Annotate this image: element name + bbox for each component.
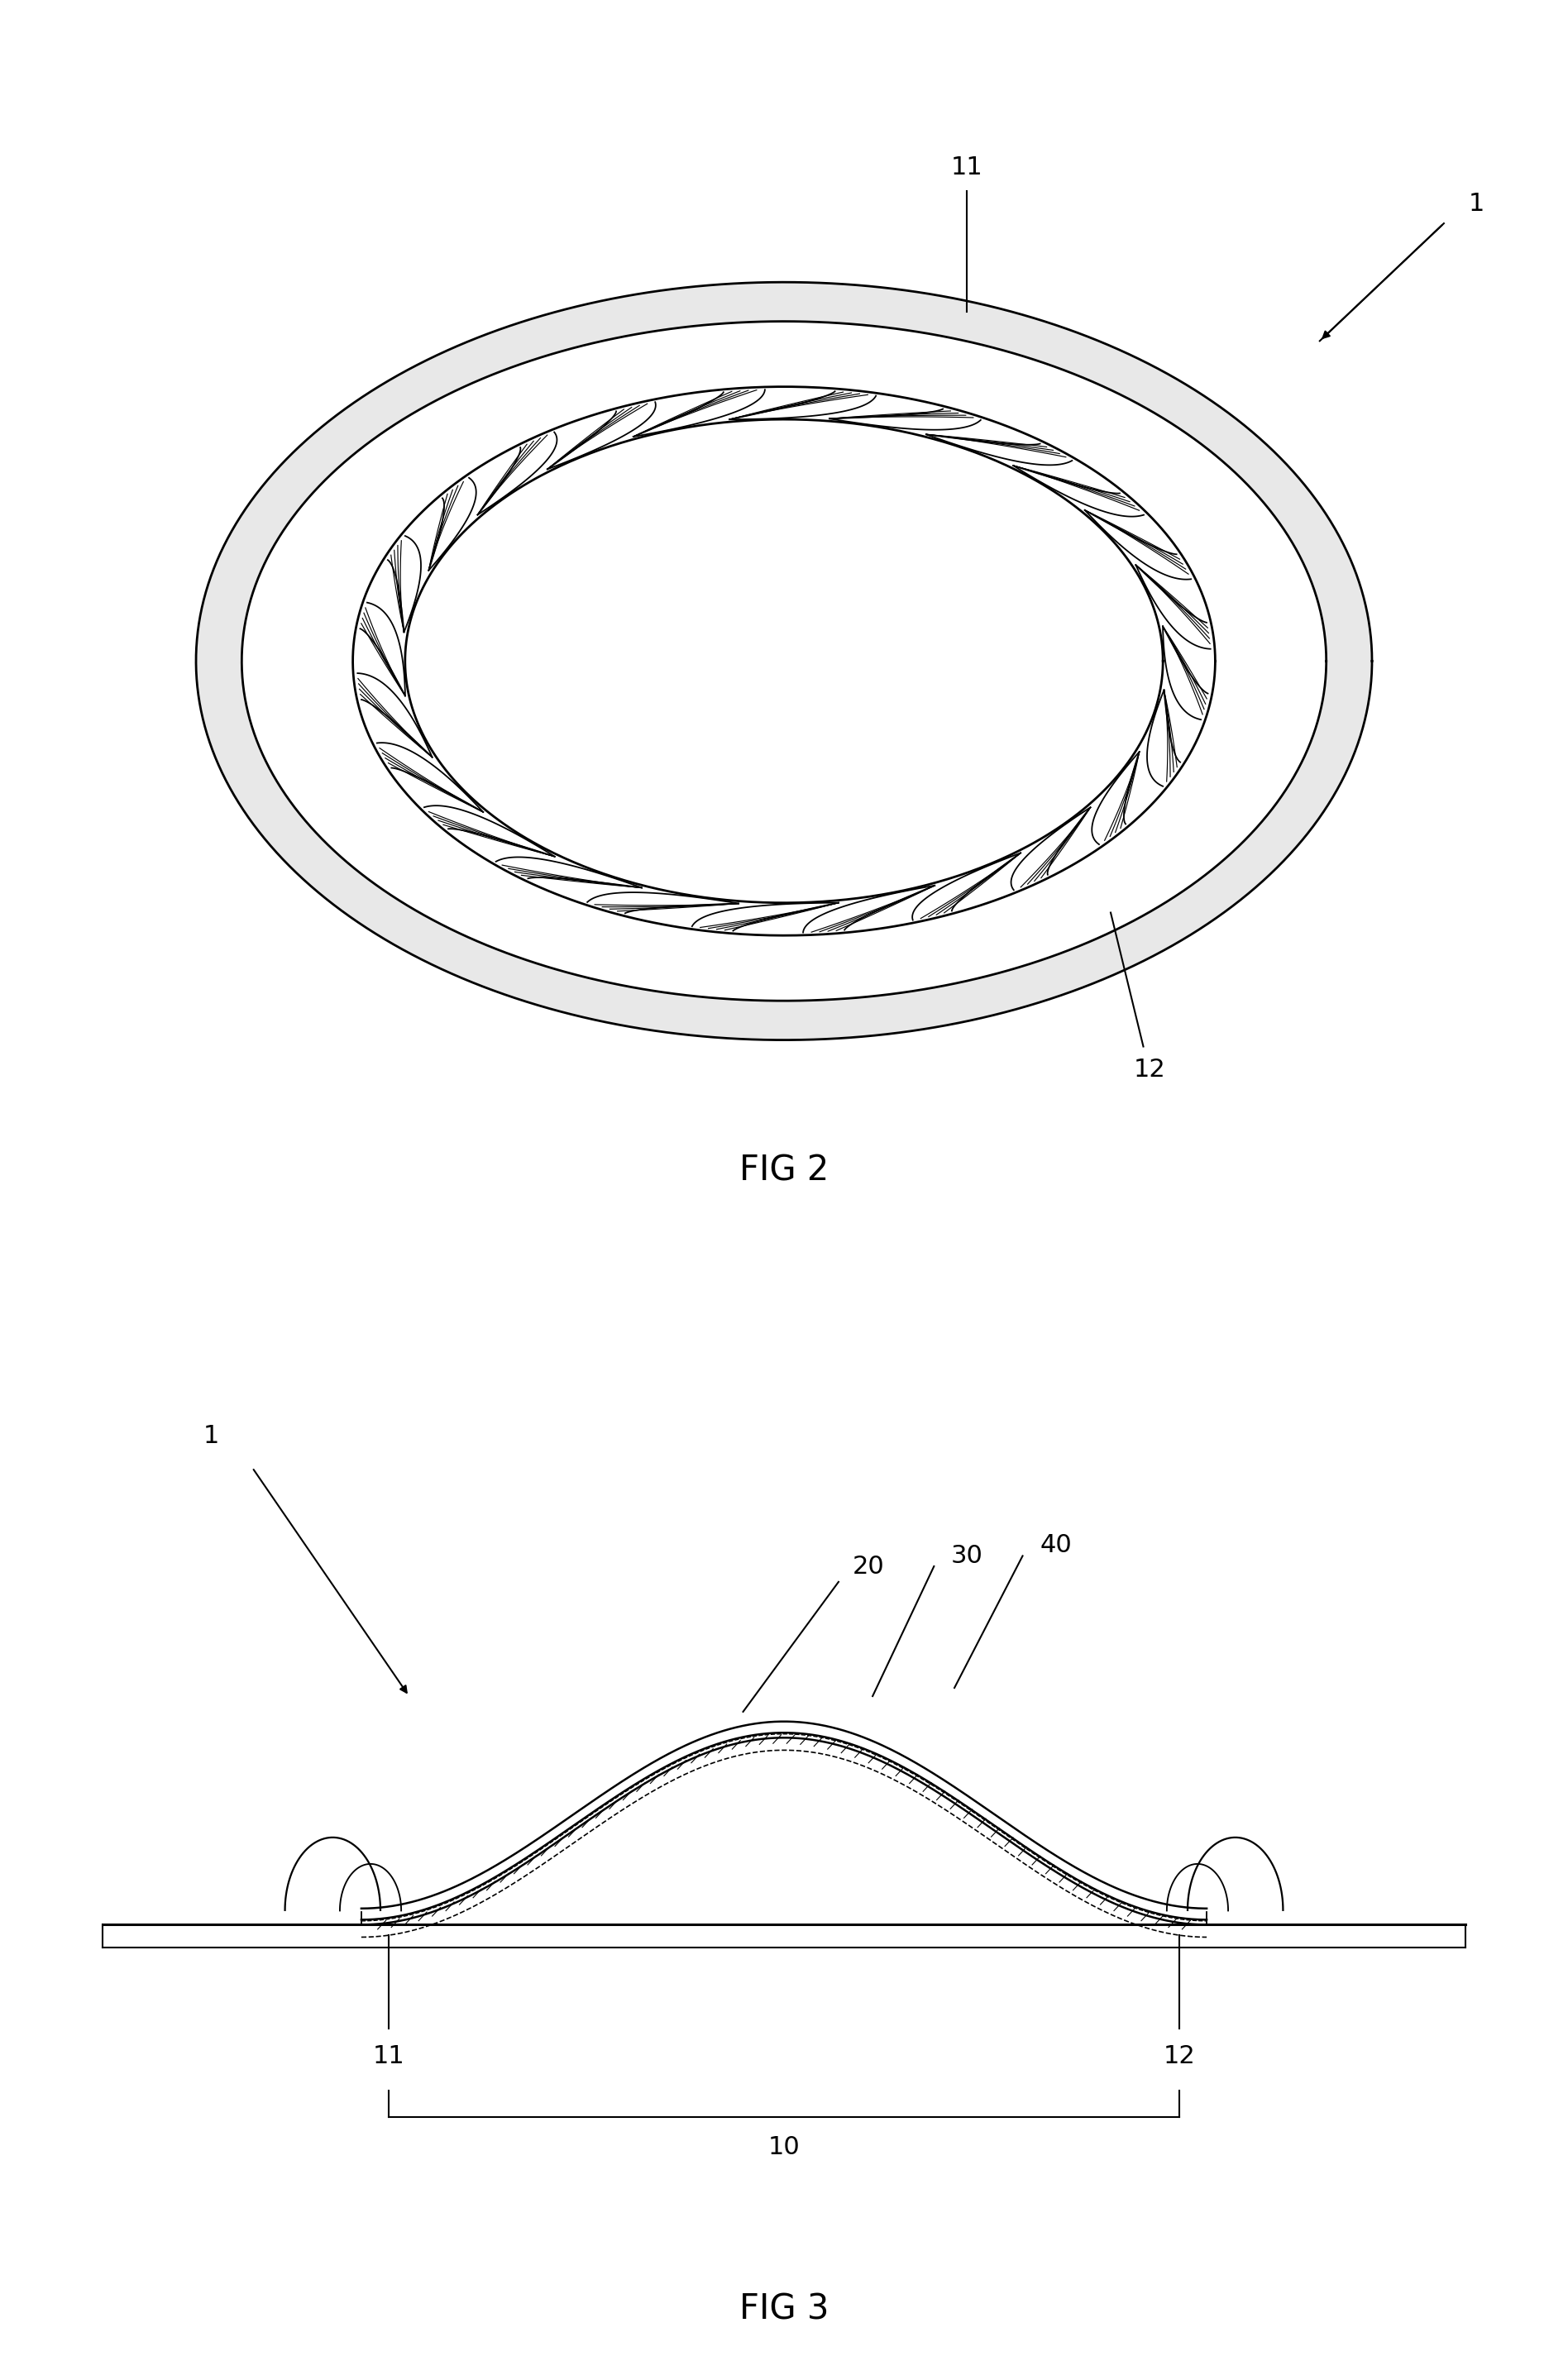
Polygon shape: [387, 536, 420, 633]
Text: 11: 11: [373, 2045, 405, 2068]
Polygon shape: [196, 283, 1372, 1039]
Text: 20: 20: [851, 1554, 884, 1577]
Polygon shape: [425, 805, 555, 857]
Text: 10: 10: [768, 2137, 800, 2160]
Polygon shape: [829, 408, 980, 430]
Polygon shape: [1148, 689, 1181, 786]
Text: 11: 11: [950, 156, 983, 179]
Polygon shape: [913, 852, 1021, 921]
Polygon shape: [358, 673, 433, 758]
Polygon shape: [1091, 751, 1140, 845]
Polygon shape: [478, 432, 557, 515]
Text: 1: 1: [1469, 191, 1485, 215]
Text: 12: 12: [1163, 2045, 1195, 2068]
Text: 12: 12: [1134, 1058, 1167, 1081]
Polygon shape: [1135, 564, 1210, 649]
Polygon shape: [547, 401, 655, 470]
Text: FIG 3: FIG 3: [739, 2293, 829, 2326]
Polygon shape: [1011, 807, 1090, 890]
Text: 40: 40: [1040, 1535, 1071, 1558]
Polygon shape: [376, 744, 483, 812]
Polygon shape: [633, 390, 765, 437]
Polygon shape: [428, 477, 477, 571]
Polygon shape: [361, 602, 405, 696]
Text: FIG 2: FIG 2: [739, 1152, 829, 1188]
Polygon shape: [495, 857, 641, 888]
Polygon shape: [1163, 626, 1207, 720]
Polygon shape: [803, 885, 935, 933]
Polygon shape: [1013, 465, 1143, 517]
Polygon shape: [353, 387, 1215, 935]
Polygon shape: [588, 892, 739, 914]
Polygon shape: [691, 902, 839, 930]
Text: 30: 30: [952, 1544, 983, 1568]
Text: 1: 1: [204, 1424, 220, 1447]
Polygon shape: [729, 392, 877, 420]
Polygon shape: [1085, 510, 1192, 578]
Polygon shape: [927, 434, 1073, 465]
